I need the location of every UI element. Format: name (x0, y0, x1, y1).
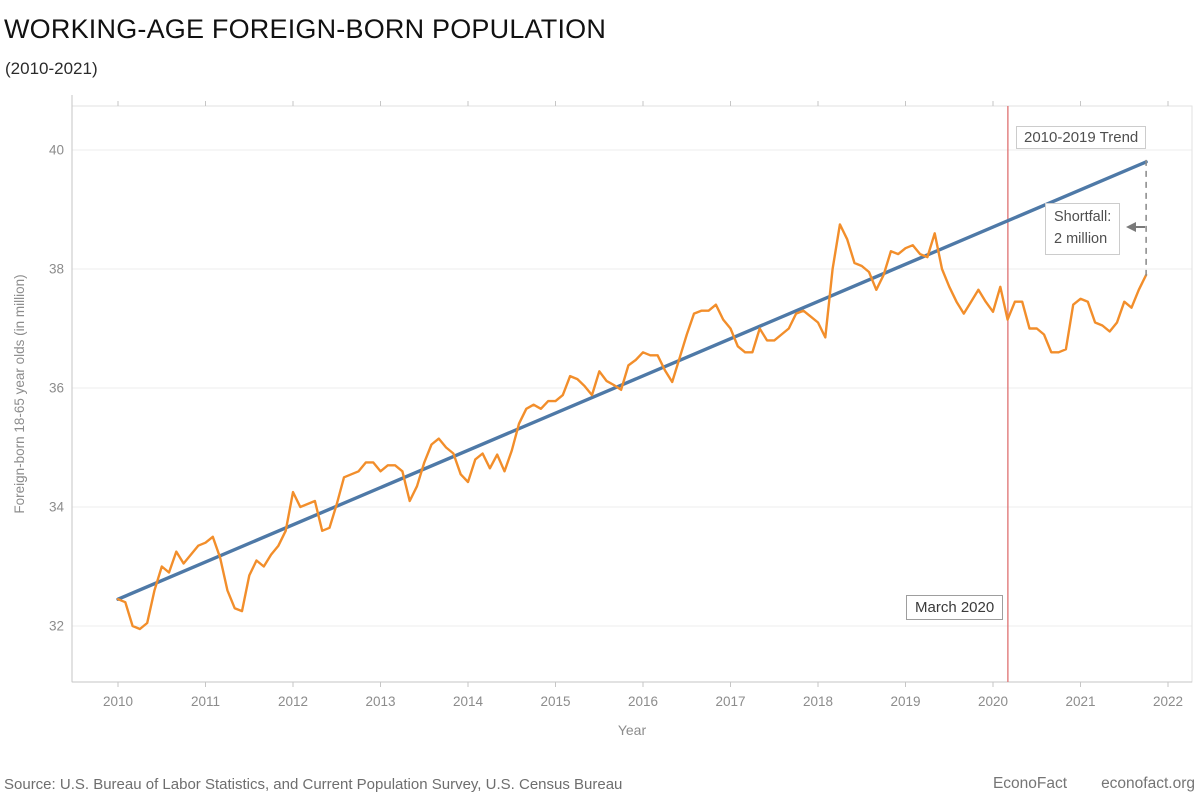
x-tick-label-2017: 2017 (715, 694, 745, 709)
gridlines (72, 149, 1192, 627)
x-tick-label-2011: 2011 (191, 694, 220, 709)
footer-branding: EconoFact econofact.org (993, 775, 1195, 793)
y-tick-label-34: 34 (49, 500, 65, 515)
chart-annotations (1126, 159, 1147, 277)
x-tick-label-2020: 2020 (978, 694, 1008, 709)
brand-site: econofact.org (1101, 775, 1195, 792)
shortfall-line2: 2 million (1054, 230, 1108, 247)
x-tick-label-2013: 2013 (365, 694, 395, 709)
x-tick-label-2018: 2018 (803, 694, 833, 709)
y-axis-title: Foreign-born 18-65 year olds (in million… (12, 274, 27, 513)
x-tick-label-2014: 2014 (453, 694, 484, 709)
source-attribution: Source: U.S. Bureau of Labor Statistics,… (4, 776, 623, 793)
trend-line-series (116, 160, 1148, 601)
data-series (116, 106, 1148, 682)
y-tick-label-38: 38 (49, 262, 64, 277)
brand-name: EconoFact (992, 775, 1068, 792)
x-tick-label-2021: 2021 (1065, 694, 1095, 709)
y-tick-label-36: 36 (49, 381, 64, 396)
y-tick-label-40: 40 (49, 143, 64, 158)
x-tick-label-2015: 2015 (540, 694, 570, 709)
plot-frame (71, 105, 1193, 683)
axis-ticks (117, 101, 1169, 687)
y-tick-label-32: 32 (49, 619, 64, 634)
plot-border (71, 95, 1193, 683)
trend-annotation-label: 2010-2019 Trend (1016, 126, 1147, 149)
shortfall-annotation-label: Shortfall: 2 million (1045, 203, 1121, 255)
page-subtitle: (2010-2021) (5, 59, 98, 78)
axis-tick-labels: 2010 2011 2012 2013 2014 2015 2016 2017 2018 2019… (49, 143, 1183, 710)
x-tick-label-2022: 2022 (1153, 694, 1183, 709)
shortfall-line1: Shortfall: (1054, 209, 1112, 225)
x-tick-label-2010: 2010 (103, 694, 133, 709)
actual-population-series (116, 223, 1148, 631)
x-tick-label-2016: 2016 (628, 694, 658, 709)
x-tick-label-2019: 2019 (890, 694, 920, 709)
march-2020-label: March 2020 (906, 595, 1004, 620)
x-tick-label-2012: 2012 (278, 694, 308, 709)
shortfall-arrow-head-icon (1126, 222, 1136, 232)
x-axis-title: Year (618, 722, 647, 738)
page-title: WORKING-AGE FOREIGN-BORN POPULATION (4, 14, 607, 44)
